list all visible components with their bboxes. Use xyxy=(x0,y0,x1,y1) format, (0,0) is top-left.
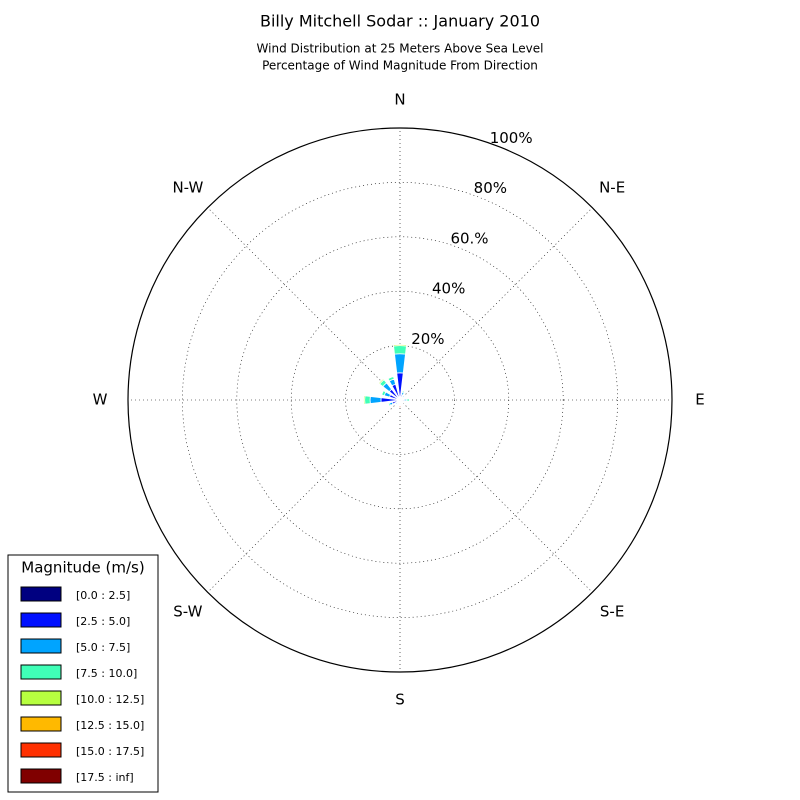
radial-tick-label: 100% xyxy=(490,129,533,147)
legend-label: [2.5 : 5.0] xyxy=(76,615,130,628)
legend-title: Magnitude (m/s) xyxy=(21,559,144,577)
direction-label: E xyxy=(695,391,704,409)
legend-swatch xyxy=(20,664,62,680)
direction-label: N-W xyxy=(172,178,203,196)
wind-bar xyxy=(402,402,404,404)
wind-bar xyxy=(403,394,406,397)
wind-bar xyxy=(369,396,382,404)
legend-swatch xyxy=(20,612,62,628)
wind-bar xyxy=(364,395,371,405)
legend-label: [0.0 : 2.5] xyxy=(76,589,130,602)
wind-bar xyxy=(378,378,384,384)
angular-grid-line xyxy=(399,207,593,401)
wind-bar xyxy=(393,345,407,355)
outer-ring xyxy=(127,127,673,673)
direction-label: W xyxy=(93,391,108,409)
legend-label: [5.0 : 7.5] xyxy=(76,641,130,654)
direction-label: S xyxy=(395,691,405,709)
radial-tick-label: 40% xyxy=(432,280,465,298)
chart-title: Billy Mitchell Sodar :: January 2010 xyxy=(260,12,540,31)
legend-swatch xyxy=(20,742,62,758)
legend-label: [15.0 : 17.5] xyxy=(76,745,144,758)
grid-ring xyxy=(290,290,510,510)
direction-label: N-E xyxy=(599,178,625,196)
grid-ring xyxy=(182,182,618,618)
direction-label: S-W xyxy=(173,603,202,621)
legend-swatch xyxy=(20,768,62,784)
legend-label: [17.5 : inf] xyxy=(76,771,134,784)
direction-label: N xyxy=(394,91,405,109)
wind-bar xyxy=(380,390,384,395)
angular-grid-line xyxy=(207,399,401,593)
direction-label: S-E xyxy=(600,603,624,621)
radial-tick-label: 20% xyxy=(411,330,444,348)
legend-swatch xyxy=(20,638,62,654)
legend-swatch xyxy=(20,716,62,732)
angular-grid-line xyxy=(399,399,593,593)
wind-bar xyxy=(402,389,406,392)
legend-swatch xyxy=(20,690,62,706)
legend-label: [10.0 : 12.5] xyxy=(76,693,144,706)
grid-ring xyxy=(345,345,455,455)
wind-bar xyxy=(394,353,406,374)
angular-grid-line xyxy=(207,207,401,401)
radial-tick-label: 80% xyxy=(474,179,507,197)
radial-tick-label: 60.% xyxy=(450,229,488,247)
chart-subtitle: Percentage of Wind Magnitude From Direct… xyxy=(262,59,538,73)
wind-bar xyxy=(394,403,397,406)
legend-label: [12.5 : 15.0] xyxy=(76,719,144,732)
legend-label: [7.5 : 10.0] xyxy=(76,667,137,680)
legend-swatch xyxy=(20,586,62,602)
chart-subtitle: Wind Distribution at 25 Meters Above Sea… xyxy=(257,42,544,56)
grid-ring xyxy=(236,236,564,564)
